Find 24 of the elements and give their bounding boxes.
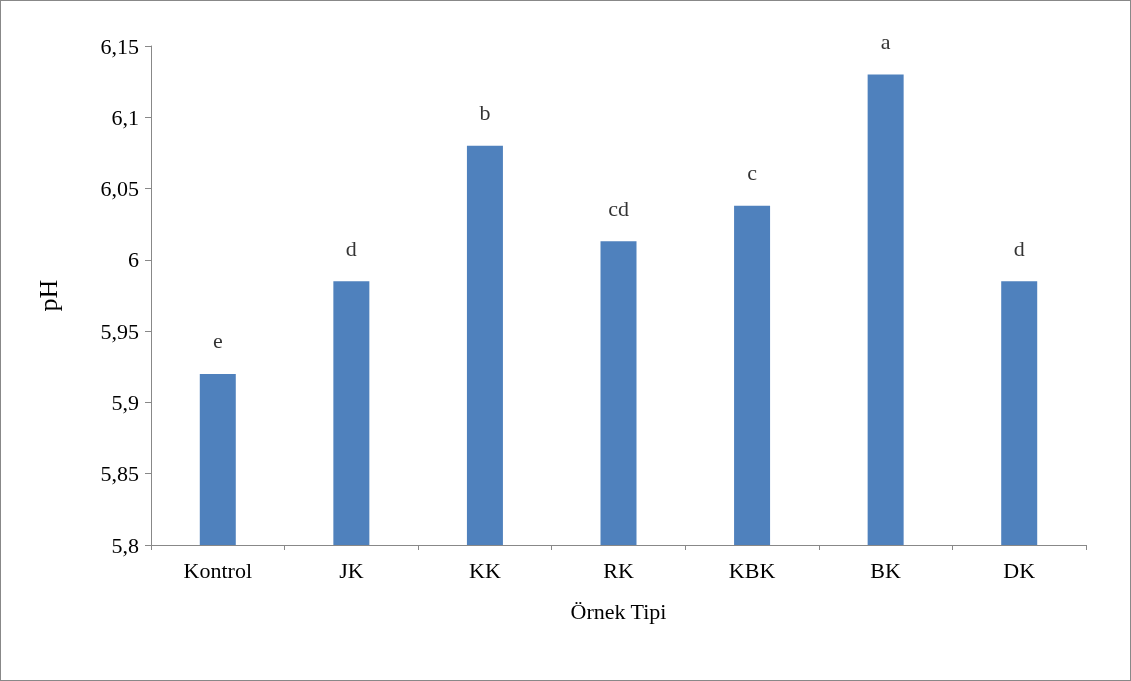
x-axis-title: Örnek Tipi [570, 598, 667, 624]
x-tick-label: KBK [728, 557, 776, 583]
x-tick-label: Kontrol [183, 557, 253, 583]
y-tick-label: 5,9 [111, 389, 139, 415]
y-tick-label: 6,15 [100, 33, 139, 59]
annotation: b [479, 100, 491, 126]
annotation: c [747, 160, 758, 186]
y-axis-title: pH [33, 279, 63, 312]
y-tick-label: 5,95 [100, 318, 139, 344]
y-tick-label: 5,85 [100, 461, 139, 487]
annotation: d [1013, 235, 1025, 261]
x-tick-label: JK [339, 557, 364, 583]
y-tick-label: 6,05 [100, 176, 139, 202]
x-tick-label: RK [603, 557, 634, 583]
x-tick-label: KK [469, 557, 501, 583]
annotation: e [212, 328, 223, 354]
annotation: a [880, 29, 891, 55]
y-tick-label: 6 [128, 247, 139, 273]
y-tick-label: 5,8 [111, 532, 139, 558]
annotation: d [345, 235, 357, 261]
x-tick-label: DK [1003, 557, 1036, 583]
y-tick-label: 6,1 [111, 104, 139, 130]
x-tick-label: BK [870, 557, 902, 583]
annotation: cd [608, 195, 629, 221]
